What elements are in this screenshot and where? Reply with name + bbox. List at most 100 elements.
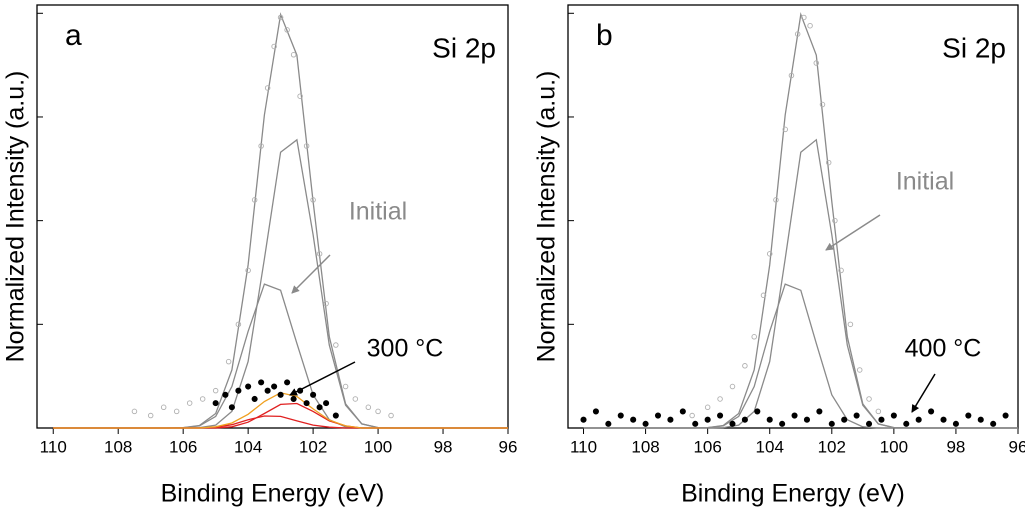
data-point — [310, 197, 316, 203]
y-axis-label: Normalized Intensity (a.u.) — [533, 71, 561, 363]
data-point — [323, 300, 329, 307]
data-point — [754, 408, 761, 415]
data-point — [856, 367, 863, 373]
data-point — [235, 321, 242, 328]
data-point — [679, 408, 686, 415]
data-point — [173, 408, 180, 415]
data-point — [741, 416, 748, 423]
x-tick-label: 106 — [693, 437, 721, 456]
x-tick-label: 106 — [169, 437, 197, 456]
data-point — [667, 416, 674, 423]
annotation: 300 °C — [367, 335, 444, 363]
data-point — [212, 387, 219, 394]
data-point — [365, 404, 372, 411]
data-point — [580, 416, 587, 423]
data-point — [915, 416, 922, 423]
data-point — [225, 358, 232, 365]
data-point — [290, 52, 297, 58]
data-point — [332, 412, 339, 419]
data-point — [160, 404, 167, 411]
data-point — [212, 400, 219, 407]
x-tick-label: 98 — [946, 437, 965, 456]
data-point — [245, 267, 251, 274]
data-point — [940, 416, 947, 423]
x-tick-label: 102 — [299, 437, 327, 456]
data-point — [592, 408, 599, 415]
data-point — [813, 60, 820, 66]
data-point — [742, 363, 748, 369]
fit-curve — [53, 415, 508, 429]
x-tick-label: 100 — [880, 437, 908, 456]
data-point — [277, 14, 284, 21]
data-point — [131, 408, 138, 415]
data-point — [316, 404, 323, 411]
data-point — [782, 126, 788, 133]
data-point — [878, 416, 885, 423]
data-point — [284, 27, 290, 33]
x-tick-label: 108 — [631, 437, 659, 456]
fit-curve — [53, 138, 508, 429]
data-point — [642, 420, 649, 427]
data-point — [952, 420, 959, 427]
annotation: Initial — [896, 168, 954, 196]
data-point — [853, 412, 860, 419]
fit-curve — [53, 392, 508, 429]
data-point — [717, 396, 723, 402]
data-point — [251, 395, 258, 403]
x-tick-label: 96 — [499, 437, 518, 456]
x-tick-label: 96 — [1009, 437, 1025, 456]
data-point — [791, 412, 798, 419]
data-point — [847, 321, 854, 328]
y-axis-label: Normalized Intensity (a.u.) — [2, 71, 30, 363]
data-point — [290, 395, 297, 403]
x-tick-label: 102 — [818, 437, 846, 456]
data-point — [323, 400, 330, 407]
data-point — [729, 420, 736, 427]
data-point — [928, 408, 935, 415]
data-point — [773, 197, 779, 203]
plot-frame — [567, 4, 1019, 429]
panel-title: Si 2p — [432, 32, 496, 63]
data-point — [704, 404, 711, 411]
data-point — [692, 420, 699, 427]
data-point — [825, 159, 832, 166]
data-point — [890, 412, 897, 419]
data-point — [342, 383, 349, 390]
fit-curve — [583, 283, 1018, 429]
data-point — [147, 412, 154, 419]
data-point — [807, 22, 813, 29]
data-point — [751, 334, 757, 340]
x-tick-label: 104 — [234, 437, 262, 456]
data-point — [729, 383, 736, 390]
data-point — [222, 391, 229, 398]
data-point — [258, 379, 265, 386]
data-point — [388, 412, 394, 419]
data-point — [788, 72, 795, 79]
data-point — [333, 342, 339, 348]
x-tick-label: 98 — [434, 437, 453, 456]
data-point — [654, 412, 662, 419]
annotation: Initial — [349, 198, 407, 226]
x-tick-label: 110 — [570, 437, 597, 456]
data-point — [794, 31, 801, 37]
data-point — [605, 420, 612, 427]
data-point — [977, 416, 984, 423]
data-point — [235, 387, 242, 394]
data-point — [630, 416, 637, 423]
data-point — [316, 251, 323, 257]
data-point — [704, 416, 711, 423]
x-tick-label: 108 — [104, 437, 132, 456]
data-point — [375, 408, 381, 415]
x-axis-label: Binding Energy (eV) — [161, 480, 385, 508]
data-point — [277, 391, 284, 398]
data-point — [258, 143, 264, 149]
data-point — [717, 412, 724, 419]
data-point — [251, 197, 258, 203]
annotation: 400 °C — [905, 335, 982, 363]
data-point — [866, 396, 872, 402]
data-point — [1002, 412, 1009, 419]
data-point — [838, 267, 844, 274]
data-point — [965, 412, 972, 419]
fit-curve — [583, 11, 1018, 429]
